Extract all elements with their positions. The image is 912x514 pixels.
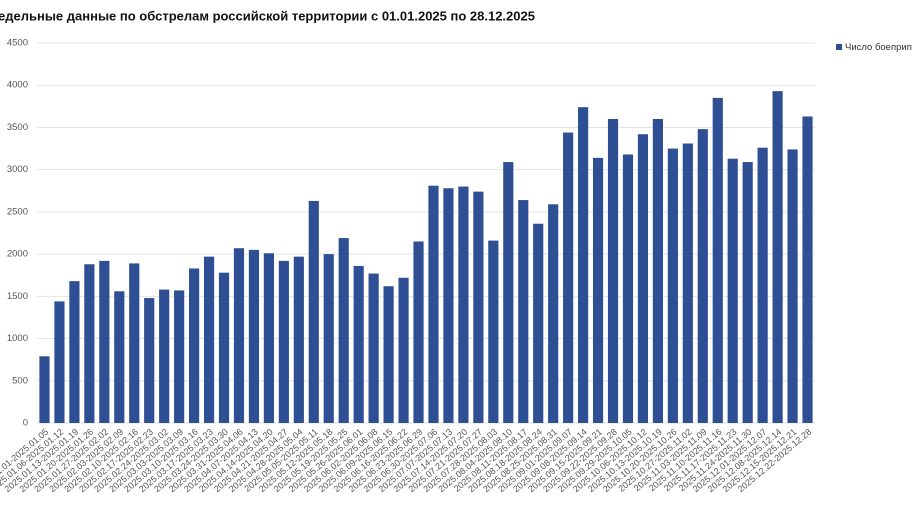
bar bbox=[802, 116, 813, 423]
bar bbox=[54, 301, 65, 423]
y-tick-label: 1000 bbox=[7, 333, 28, 344]
y-tick-label: 3500 bbox=[7, 122, 28, 133]
bar bbox=[652, 119, 663, 423]
bar bbox=[503, 162, 514, 424]
bar bbox=[353, 265, 364, 423]
bar bbox=[443, 188, 454, 423]
bar bbox=[338, 238, 349, 423]
bar bbox=[248, 249, 260, 423]
bar bbox=[398, 277, 409, 423]
bar bbox=[488, 240, 499, 423]
legend-label: Число боеприпа bbox=[845, 42, 912, 53]
bar bbox=[667, 148, 678, 424]
bar bbox=[787, 149, 798, 423]
bar bbox=[114, 291, 125, 423]
bar bbox=[368, 273, 379, 423]
bar bbox=[697, 129, 708, 423]
bar bbox=[727, 158, 738, 423]
bar bbox=[69, 281, 80, 423]
bar bbox=[293, 256, 304, 423]
bar bbox=[174, 290, 185, 423]
bar bbox=[592, 157, 604, 423]
y-tick-label: 500 bbox=[12, 375, 28, 386]
y-tick-label: 2000 bbox=[7, 249, 28, 260]
bar bbox=[622, 154, 634, 423]
bar bbox=[159, 289, 170, 423]
bar bbox=[39, 356, 50, 423]
bar bbox=[129, 263, 140, 423]
y-tick-label: 2500 bbox=[7, 206, 28, 217]
bar bbox=[607, 119, 619, 423]
bar bbox=[218, 272, 230, 423]
bar bbox=[563, 132, 574, 423]
bar bbox=[578, 107, 589, 423]
bar bbox=[712, 97, 723, 423]
bar bbox=[682, 143, 693, 423]
bar bbox=[757, 147, 768, 423]
bar bbox=[189, 268, 200, 423]
bar bbox=[548, 204, 559, 423]
bar bbox=[233, 248, 245, 423]
bar bbox=[323, 254, 334, 423]
y-tick-label: 4500 bbox=[7, 38, 28, 49]
bar bbox=[473, 191, 484, 423]
bar bbox=[278, 260, 289, 423]
bar bbox=[413, 241, 424, 423]
bar bbox=[144, 298, 155, 423]
bar bbox=[383, 286, 394, 423]
bar bbox=[203, 256, 215, 423]
bar bbox=[99, 260, 110, 423]
bar bbox=[263, 253, 274, 423]
bar bbox=[772, 91, 783, 423]
legend-swatch bbox=[836, 44, 842, 50]
y-tick-label: 1500 bbox=[7, 291, 28, 302]
y-tick-label: 3000 bbox=[7, 164, 28, 175]
bar bbox=[428, 185, 439, 423]
bar bbox=[533, 223, 544, 423]
y-tick-label: 4000 bbox=[7, 80, 28, 91]
y-tick-label: 0 bbox=[23, 418, 28, 429]
bar bbox=[637, 134, 649, 423]
bar bbox=[742, 162, 753, 424]
chart-title: едельные данные по обстрелам российской … bbox=[0, 8, 535, 23]
bar bbox=[84, 264, 95, 423]
bar bbox=[518, 200, 529, 423]
bar bbox=[458, 186, 469, 423]
bar bbox=[308, 200, 319, 423]
